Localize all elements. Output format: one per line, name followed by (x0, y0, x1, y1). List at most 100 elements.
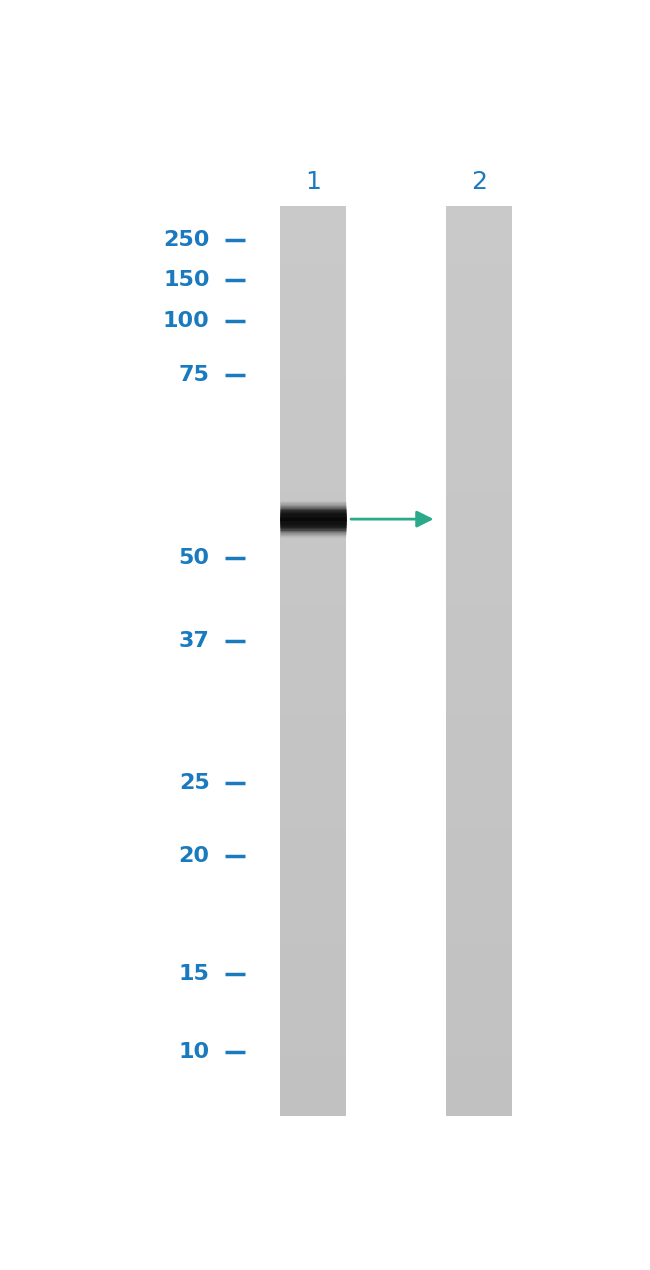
Bar (447, 833, 512, 838)
Bar (447, 625, 512, 629)
Bar (280, 357, 346, 361)
Bar (280, 852, 346, 856)
Bar (447, 1080, 512, 1083)
Bar (280, 870, 346, 875)
Bar (447, 406, 512, 410)
Bar (280, 1034, 346, 1039)
Bar (280, 484, 346, 488)
Bar (447, 1093, 512, 1097)
Text: 10: 10 (179, 1043, 210, 1062)
Bar (447, 493, 512, 498)
Bar (280, 902, 346, 907)
Bar (447, 1057, 512, 1060)
Bar (447, 538, 512, 542)
Bar (447, 616, 512, 620)
Bar (447, 801, 512, 806)
Bar (447, 997, 512, 1002)
Bar (447, 424, 512, 429)
Bar (280, 916, 346, 919)
Bar (280, 789, 346, 792)
Bar (280, 378, 346, 384)
Bar (280, 833, 346, 838)
Bar (447, 1088, 512, 1093)
Bar (447, 498, 512, 502)
Bar (280, 720, 346, 725)
Bar (447, 688, 512, 692)
Bar (447, 533, 512, 538)
Bar (280, 1057, 346, 1060)
Bar (447, 438, 512, 443)
Bar (447, 611, 512, 616)
Bar (280, 879, 346, 884)
Bar (280, 933, 346, 939)
Bar (447, 461, 512, 465)
Text: 150: 150 (163, 269, 210, 290)
Bar (447, 984, 512, 988)
Bar (280, 620, 346, 625)
Bar (280, 410, 346, 415)
Bar (447, 525, 512, 530)
Bar (447, 1002, 512, 1007)
Bar (447, 843, 512, 847)
Bar (280, 988, 346, 993)
Bar (280, 939, 346, 942)
Bar (280, 752, 346, 757)
Bar (447, 702, 512, 706)
Text: 1: 1 (305, 170, 321, 194)
Bar (280, 688, 346, 692)
Bar (280, 375, 346, 378)
Bar (447, 229, 512, 234)
Bar (280, 947, 346, 952)
Bar (280, 671, 346, 674)
Bar (447, 220, 512, 225)
Bar (447, 475, 512, 479)
Bar (447, 847, 512, 852)
Bar (280, 225, 346, 229)
Bar (447, 1029, 512, 1034)
Bar (447, 361, 512, 366)
Bar (280, 829, 346, 833)
Bar (280, 911, 346, 916)
Bar (447, 961, 512, 965)
Bar (280, 1083, 346, 1088)
Bar (447, 930, 512, 933)
Bar (280, 634, 346, 638)
Bar (280, 347, 346, 352)
Bar (447, 965, 512, 970)
Bar (280, 556, 346, 561)
Bar (280, 643, 346, 648)
Bar (280, 734, 346, 738)
Bar (447, 798, 512, 801)
Bar (447, 329, 512, 334)
Text: 75: 75 (179, 366, 210, 385)
Bar (280, 984, 346, 988)
Bar (447, 257, 512, 260)
Bar (447, 530, 512, 533)
Bar (447, 679, 512, 683)
Bar (280, 866, 346, 870)
Bar (447, 974, 512, 979)
Bar (280, 715, 346, 720)
Bar (280, 884, 346, 888)
Bar (280, 593, 346, 597)
Bar (447, 1074, 512, 1080)
Bar (280, 1060, 346, 1066)
Bar (280, 292, 346, 297)
Bar (447, 942, 512, 947)
Bar (447, 579, 512, 584)
Bar (447, 706, 512, 711)
Bar (447, 648, 512, 652)
Bar (447, 952, 512, 956)
Bar (447, 484, 512, 488)
Bar (280, 925, 346, 930)
Bar (280, 1052, 346, 1057)
Bar (447, 602, 512, 606)
Bar (280, 993, 346, 997)
Bar (447, 1039, 512, 1043)
Bar (447, 401, 512, 406)
Bar (447, 747, 512, 752)
Bar (280, 461, 346, 465)
Bar (447, 970, 512, 974)
Bar (280, 516, 346, 519)
Bar (280, 997, 346, 1002)
